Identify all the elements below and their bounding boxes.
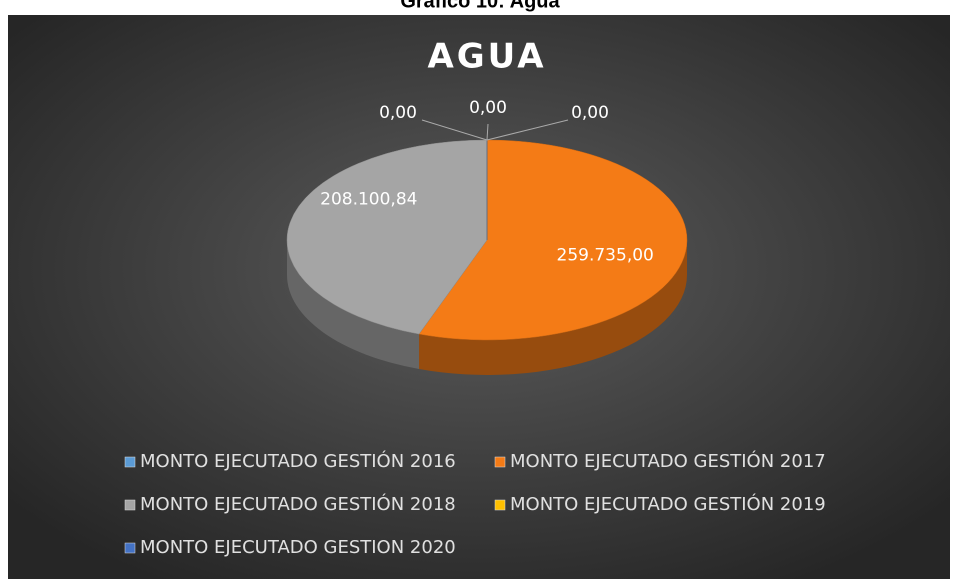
pie-slice xyxy=(418,139,688,341)
leader-line xyxy=(486,123,489,141)
pie-side xyxy=(419,240,687,375)
data-label: 0,00 xyxy=(571,103,609,123)
data-label: 259.735,00 xyxy=(557,245,654,265)
legend-swatch xyxy=(124,542,136,554)
leader-line xyxy=(486,119,569,141)
legend-swatch xyxy=(494,499,506,511)
legend-label: MONTO EJECUTADO GESTIÓN 2018 xyxy=(140,493,456,515)
legend-swatch xyxy=(494,456,506,468)
legend-swatch xyxy=(124,456,136,468)
legend-label: MONTO EJECUTADO GESTIÓN 2017 xyxy=(510,450,826,472)
data-label: 208.100,84 xyxy=(320,190,417,210)
legend-label: MONTO EJECUTADO GESTION 2020 xyxy=(140,537,456,558)
chart-title: AGUA xyxy=(427,37,546,77)
legend-label: MONTO EJECUTADO GESTIÓN 2019 xyxy=(510,493,826,515)
leader-line xyxy=(421,119,488,141)
pie-side xyxy=(287,240,420,370)
pie-slice xyxy=(286,139,488,335)
legend-swatch xyxy=(124,499,136,511)
data-label: 0,00 xyxy=(469,98,507,118)
legend-label: MONTO EJECUTADO GESTIÓN 2016 xyxy=(140,450,456,472)
caption: Gráfico 10: Agua xyxy=(400,0,560,12)
data-label: 0,00 xyxy=(379,103,417,123)
